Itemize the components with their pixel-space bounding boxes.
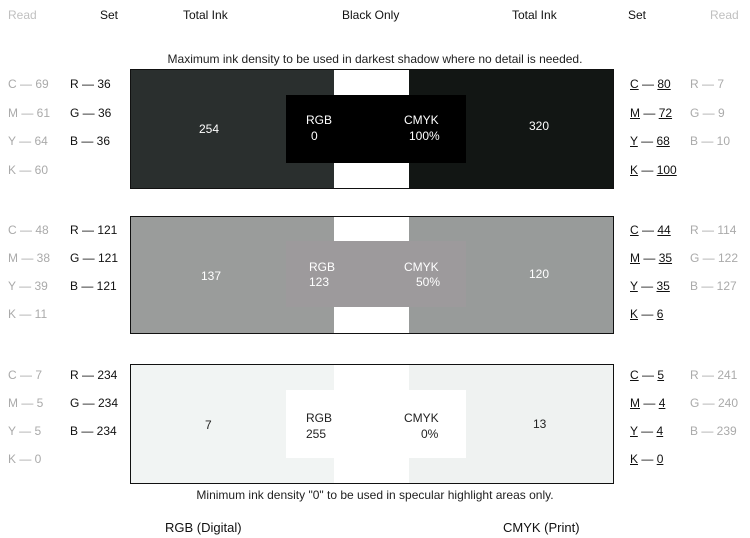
cmyk-label: CMYK	[404, 260, 439, 274]
header-read-left: Read	[8, 8, 37, 22]
black-only-box	[286, 95, 466, 163]
set-cmyk-y: Y — 4	[630, 424, 664, 438]
set-cmyk-c: C — 5	[630, 368, 665, 382]
total-ink-cmyk-value: 120	[529, 267, 550, 281]
black-only-box	[286, 390, 466, 458]
read-cmyk-k: K — 0	[8, 452, 42, 466]
read-rgb-r: R — 241	[690, 368, 738, 382]
header-set-left: Set	[100, 8, 119, 22]
read-cmyk-k: K — 60	[8, 163, 49, 177]
footer-cmyk-label: CMYK (Print)	[503, 520, 580, 535]
color-swatch-band: 254 RGB 0 CMYK 100% 320	[130, 69, 614, 189]
set-cmyk-y: Y — 35	[630, 279, 670, 293]
set-rgb-g: G — 36	[70, 106, 112, 120]
set-cmyk-m: M — 72	[630, 106, 673, 120]
set-rgb-r: R — 234	[70, 368, 118, 382]
read-rgb-g: G — 240	[690, 396, 739, 410]
rgb-label: RGB	[309, 260, 336, 274]
cmyk-value: 0%	[421, 427, 439, 441]
read-cmyk-y: Y — 5	[8, 424, 42, 438]
read-cmyk-c: C — 69	[8, 77, 49, 91]
total-ink-rgb-value: 254	[199, 122, 220, 136]
bottom-note: Minimum ink density "0" to be used in sp…	[196, 488, 554, 502]
read-cmyk-c: C — 48	[8, 223, 49, 237]
header-read-right: Read	[710, 8, 739, 22]
set-cmyk-k: K — 0	[630, 452, 664, 466]
set-rgb-g: G — 234	[70, 396, 119, 410]
total-ink-cmyk-value: 320	[529, 119, 550, 133]
set-cmyk-k: K — 6	[630, 307, 664, 321]
set-cmyk-c: C — 80	[630, 77, 671, 91]
read-rgb-b: B — 239	[690, 424, 737, 438]
read-cmyk-c: C — 7	[8, 368, 43, 382]
read-cmyk-y: Y — 64	[8, 134, 48, 148]
read-cmyk-m: M — 5	[8, 396, 44, 410]
read-cmyk-m: M — 38	[8, 251, 51, 265]
read-rgb-b: B — 127	[690, 279, 737, 293]
read-cmyk-m: M — 61	[8, 106, 51, 120]
rgb-value: 0	[311, 129, 318, 143]
top-note: Maximum ink density to be used in darkes…	[167, 52, 583, 66]
total-ink-rgb-value: 7	[205, 418, 212, 432]
footer-rgb-label: RGB (Digital)	[165, 520, 242, 535]
set-rgb-b: B — 36	[70, 134, 111, 148]
total-ink-cmyk-value: 13	[533, 417, 547, 431]
set-cmyk-c: C — 44	[630, 223, 671, 237]
color-swatch-band: 137 RGB 123 CMYK 50% 120	[130, 216, 614, 334]
cmyk-label: CMYK	[404, 113, 439, 127]
header-total-ink-right: Total Ink	[512, 8, 557, 22]
cmyk-value: 100%	[409, 129, 440, 143]
set-rgb-b: B — 121	[70, 279, 117, 293]
set-rgb-r: R — 121	[70, 223, 118, 237]
rgb-label: RGB	[306, 113, 333, 127]
read-cmyk-k: K — 11	[8, 307, 48, 321]
read-rgb-r: R — 114	[690, 223, 737, 237]
color-swatch-band: 7 RGB 255 CMYK 0% 13	[130, 364, 614, 484]
set-cmyk-m: M — 35	[630, 251, 673, 265]
read-rgb-r: R — 7	[690, 77, 725, 91]
read-rgb-g: G — 122	[690, 251, 739, 265]
set-rgb-b: B — 234	[70, 424, 117, 438]
set-rgb-r: R — 36	[70, 77, 111, 91]
total-ink-rgb-value: 137	[201, 269, 222, 283]
set-cmyk-y: Y — 68	[630, 134, 670, 148]
read-rgb-b: B — 10	[690, 134, 731, 148]
read-rgb-g: G — 9	[690, 106, 725, 120]
black-only-box	[286, 241, 466, 307]
rgb-label: RGB	[306, 411, 333, 425]
read-cmyk-y: Y — 39	[8, 279, 48, 293]
set-cmyk-k: K — 100	[630, 163, 677, 177]
set-cmyk-m: M — 4	[630, 396, 666, 410]
rgb-value: 255	[306, 427, 327, 441]
rgb-value: 123	[309, 275, 330, 289]
header-total-ink-left: Total Ink	[183, 8, 228, 22]
header-set-right: Set	[628, 8, 647, 22]
cmyk-value: 50%	[416, 275, 441, 289]
header-black-only: Black Only	[342, 8, 400, 22]
set-rgb-g: G — 121	[70, 251, 119, 265]
cmyk-label: CMYK	[404, 411, 439, 425]
